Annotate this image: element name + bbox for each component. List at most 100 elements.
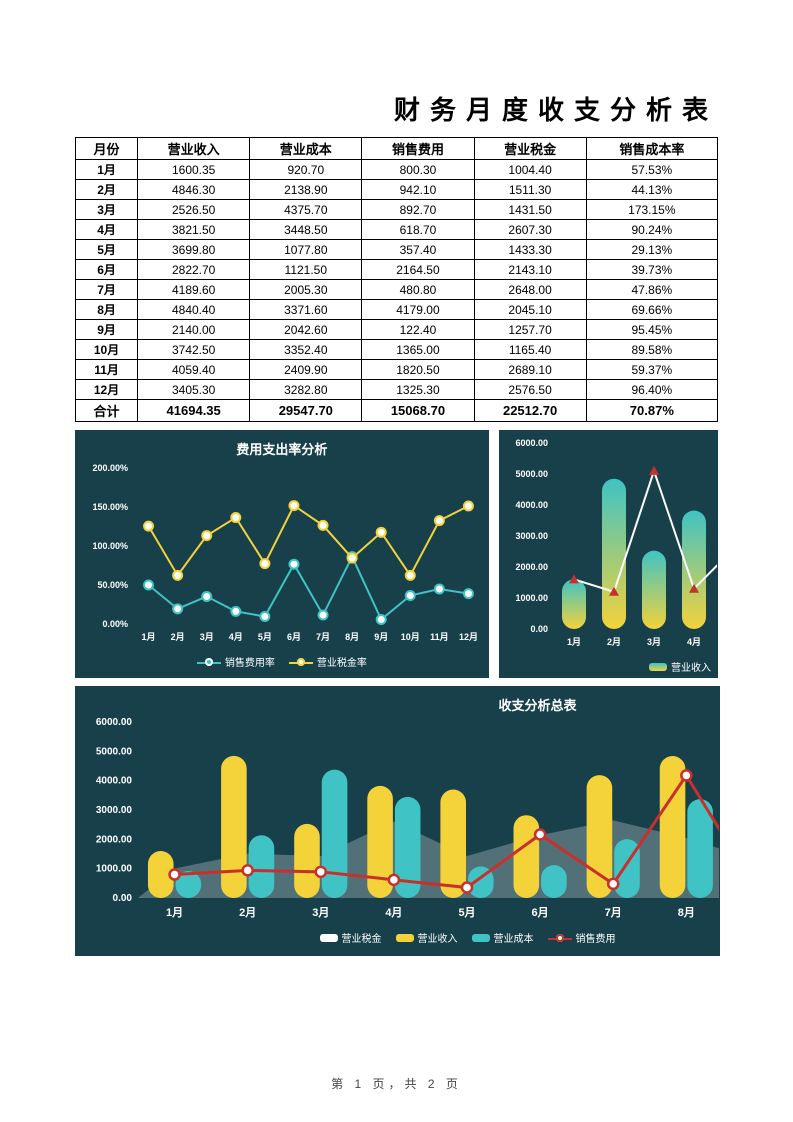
- table-header-cell: 销售费用: [362, 138, 474, 160]
- legend-label: 营业成本: [494, 930, 534, 945]
- table-cell: 920.70: [250, 160, 362, 180]
- svg-text:4月: 4月: [229, 632, 243, 642]
- table-cell: 2576.50: [474, 380, 586, 400]
- table-cell: 44.13%: [586, 180, 717, 200]
- table-row: 5月3699.801077.80357.401433.3029.13%: [76, 240, 718, 260]
- table-cell: 6月: [76, 260, 138, 280]
- table-cell: 4059.40: [138, 360, 250, 380]
- table-cell: 2045.10: [474, 300, 586, 320]
- svg-text:50.00%: 50.00%: [97, 580, 128, 590]
- chart2-legend: 营业收入: [500, 655, 717, 678]
- table-cell: 1077.80: [250, 240, 362, 260]
- page-title: 财务月度收支分析表: [75, 90, 718, 127]
- table-total-row: 合计41694.3529547.7015068.7022512.7070.87%: [76, 400, 718, 422]
- svg-text:8月: 8月: [345, 632, 359, 642]
- svg-text:3月: 3月: [312, 906, 329, 919]
- svg-text:6月: 6月: [287, 632, 301, 642]
- table-cell: 1325.30: [362, 380, 474, 400]
- svg-text:10月: 10月: [401, 632, 420, 642]
- legend-item: 营业税金率: [289, 654, 367, 669]
- table-cell: 10月: [76, 340, 138, 360]
- legend-label: 营业税金率: [317, 654, 367, 669]
- table-cell: 1257.70: [474, 320, 586, 340]
- table-cell: 3352.40: [250, 340, 362, 360]
- table-cell: 4375.70: [250, 200, 362, 220]
- legend-label: 销售费用: [576, 930, 616, 945]
- table-cell: 2689.10: [474, 360, 586, 380]
- table-cell: 1121.50: [250, 260, 362, 280]
- table-cell: 29547.70: [250, 400, 362, 422]
- legend-item: 销售费用: [548, 930, 616, 945]
- table-cell: 90.24%: [586, 220, 717, 240]
- svg-text:11月: 11月: [430, 632, 449, 642]
- svg-text:3月: 3月: [647, 637, 661, 647]
- svg-text:1000.00: 1000.00: [96, 864, 133, 875]
- table-row: 6月2822.701121.502164.502143.1039.73%: [76, 260, 718, 280]
- svg-text:1月: 1月: [142, 632, 156, 642]
- table-cell: 41694.35: [138, 400, 250, 422]
- svg-text:12月: 12月: [459, 632, 478, 642]
- table-cell: 11月: [76, 360, 138, 380]
- table-cell: 1820.50: [362, 360, 474, 380]
- table-row: 11月4059.402409.901820.502689.1059.37%: [76, 360, 718, 380]
- table-row: 10月3742.503352.401365.001165.4089.58%: [76, 340, 718, 360]
- svg-text:5000.00: 5000.00: [96, 746, 133, 757]
- table-cell: 95.45%: [586, 320, 717, 340]
- table-cell: 1165.40: [474, 340, 586, 360]
- legend-label: 营业收入: [418, 930, 458, 945]
- table-cell: 357.40: [362, 240, 474, 260]
- svg-text:2月: 2月: [607, 637, 621, 647]
- svg-text:1月: 1月: [567, 637, 581, 647]
- svg-text:6月: 6月: [532, 906, 549, 919]
- svg-text:100.00%: 100.00%: [92, 541, 128, 551]
- table-cell: 4179.00: [362, 300, 474, 320]
- table-header-cell: 营业成本: [250, 138, 362, 160]
- table-cell: 3448.50: [250, 220, 362, 240]
- table-cell: 480.80: [362, 280, 474, 300]
- svg-text:4000.00: 4000.00: [96, 776, 133, 787]
- table-cell: 4189.60: [138, 280, 250, 300]
- table-cell: 39.73%: [586, 260, 717, 280]
- legend-item: 营业收入: [649, 659, 711, 674]
- table-cell: 1431.50: [474, 200, 586, 220]
- table-cell: 2143.10: [474, 260, 586, 280]
- svg-text:3000.00: 3000.00: [96, 805, 133, 816]
- chart3-legend: 营业税金 营业收入 营业成本 销售费用: [76, 926, 719, 951]
- svg-text:0.00%: 0.00%: [102, 619, 128, 629]
- table-cell: 942.10: [362, 180, 474, 200]
- table-row: 2月4846.302138.90942.101511.3044.13%: [76, 180, 718, 200]
- table-cell: 3月: [76, 200, 138, 220]
- svg-text:4000.00: 4000.00: [515, 500, 548, 510]
- table-cell: 1511.30: [474, 180, 586, 200]
- svg-text:4月: 4月: [687, 637, 701, 647]
- table-cell: 57.53%: [586, 160, 717, 180]
- svg-text:8月: 8月: [678, 906, 695, 919]
- table-row: 7月4189.602005.30480.802648.0047.86%: [76, 280, 718, 300]
- svg-text:7月: 7月: [316, 632, 330, 642]
- table-cell: 70.87%: [586, 400, 717, 422]
- table-cell: 2140.00: [138, 320, 250, 340]
- chart1-title: 费用支出率分析: [76, 431, 488, 460]
- table-cell: 合计: [76, 400, 138, 422]
- svg-text:2000.00: 2000.00: [515, 562, 548, 572]
- table-cell: 4840.40: [138, 300, 250, 320]
- table-cell: 122.40: [362, 320, 474, 340]
- expense-rate-chart: 费用支出率分析 0.00%50.00%100.00%150.00%200.00%…: [75, 430, 489, 678]
- svg-text:200.00%: 200.00%: [92, 463, 128, 473]
- svg-text:5000.00: 5000.00: [515, 469, 548, 479]
- table-header-cell: 营业税金: [474, 138, 586, 160]
- table-cell: 4月: [76, 220, 138, 240]
- table-cell: 69.66%: [586, 300, 717, 320]
- legend-item: 销售费用率: [197, 654, 275, 669]
- table-cell: 3371.60: [250, 300, 362, 320]
- table-cell: 1600.35: [138, 160, 250, 180]
- svg-text:3000.00: 3000.00: [515, 531, 548, 541]
- legend-label: 营业收入: [671, 659, 711, 674]
- table-cell: 3405.30: [138, 380, 250, 400]
- table-row: 1月1600.35920.70800.301004.4057.53%: [76, 160, 718, 180]
- svg-text:5月: 5月: [458, 906, 475, 919]
- table-cell: 22512.70: [474, 400, 586, 422]
- svg-text:1000.00: 1000.00: [515, 593, 548, 603]
- table-header-cell: 月份: [76, 138, 138, 160]
- chart1-legend: 销售费用率 营业税金率: [76, 650, 488, 675]
